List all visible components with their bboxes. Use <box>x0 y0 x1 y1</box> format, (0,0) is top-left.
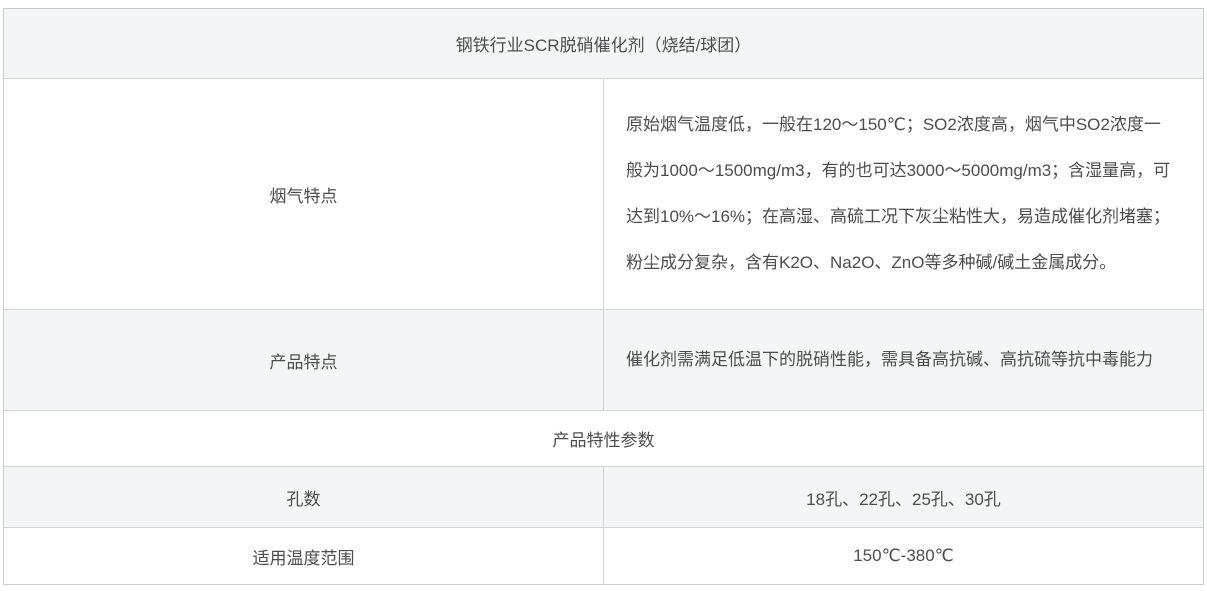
hole-count-label: 孔数 <box>286 489 321 509</box>
section-header: 产品特性参数 <box>552 431 655 450</box>
product-features-label: 产品特点 <box>269 352 338 372</box>
flue-gas-features-content: 原始烟气温度低，一般在120～150℃；SO2浓度高，烟气中SO2浓度一般为10… <box>603 79 1203 309</box>
row-flue-gas-features: 烟气特点 原始烟气温度低，一般在120～150℃；SO2浓度高，烟气中SO2浓度… <box>4 78 1203 309</box>
temperature-range-label: 适用温度范围 <box>252 548 355 568</box>
section-header-row: 产品特性参数 <box>4 410 1203 466</box>
row-product-features: 产品特点 催化剂需满足低温下的脱硝性能，需具备高抗碱、高抗硫等抗中毒能力 <box>4 309 1203 410</box>
hole-count-value: 18孔、22孔、25孔、30孔 <box>603 467 1203 527</box>
flue-gas-features-label: 烟气特点 <box>269 186 338 206</box>
temperature-range-value: 150℃-380℃ <box>603 528 1203 584</box>
table-title: 钢铁行业SCR脱硝催化剂（烧结/球团） <box>455 36 752 55</box>
product-spec-table: 钢铁行业SCR脱硝催化剂（烧结/球团） 烟气特点 原始烟气温度低，一般在120～… <box>3 8 1204 585</box>
row-temperature-range: 适用温度范围 150℃-380℃ <box>4 527 1203 584</box>
product-features-content: 催化剂需满足低温下的脱硝性能，需具备高抗碱、高抗硫等抗中毒能力 <box>603 310 1203 410</box>
table-title-row: 钢铁行业SCR脱硝催化剂（烧结/球团） <box>4 9 1203 78</box>
row-hole-count: 孔数 18孔、22孔、25孔、30孔 <box>4 466 1203 527</box>
